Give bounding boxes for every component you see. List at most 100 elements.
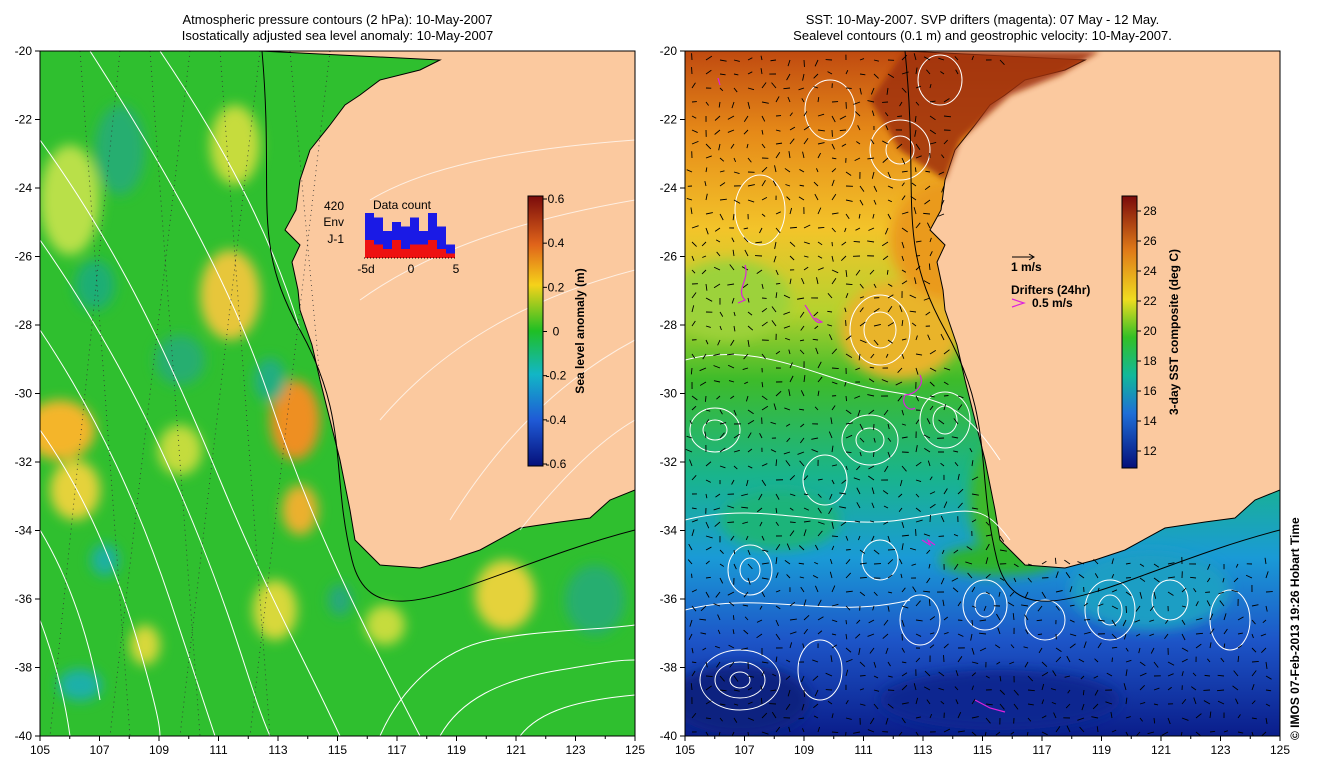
velocity-vector — [687, 559, 693, 565]
velocity-vector — [759, 605, 763, 610]
velocity-vector — [789, 521, 796, 524]
velocity-vector — [1209, 711, 1212, 719]
velocity-vector — [771, 320, 777, 327]
left-xtick-label: 111 — [209, 743, 228, 757]
velocity-vector — [1027, 717, 1032, 722]
velocity-vector — [733, 549, 736, 555]
velocity-vector — [716, 661, 721, 668]
velocity-vector — [859, 339, 867, 344]
velocity-vector — [887, 339, 893, 344]
velocity-vector — [941, 185, 945, 193]
velocity-vector — [814, 561, 819, 565]
velocity-vector — [845, 700, 849, 705]
velocity-vector — [797, 297, 805, 300]
velocity-vector — [1207, 658, 1211, 663]
velocity-vector — [942, 599, 945, 607]
velocity-vector — [688, 633, 693, 641]
velocity-vector — [727, 283, 735, 286]
velocity-vector — [869, 269, 875, 275]
left-ytick-label: -26 — [15, 250, 33, 264]
velocity-vector — [938, 213, 945, 217]
velocity-vector — [926, 418, 931, 425]
velocity-vector — [840, 521, 847, 527]
velocity-vector — [883, 505, 889, 509]
velocity-vector — [966, 546, 973, 551]
velocity-vector — [899, 305, 903, 313]
velocity-vector — [831, 367, 839, 370]
velocity-vector — [817, 207, 822, 215]
velocity-vector — [845, 451, 852, 454]
velocity-vector — [1097, 603, 1104, 607]
velocity-vector — [717, 629, 721, 635]
velocity-vector — [887, 605, 890, 612]
velocity-vector — [929, 115, 936, 121]
velocity-vector — [803, 266, 809, 271]
velocity-vector — [871, 171, 875, 179]
velocity-vector — [743, 115, 749, 122]
velocity-vector — [714, 129, 721, 135]
velocity-vector — [831, 227, 836, 233]
velocity-vector — [1027, 577, 1032, 583]
velocity-vector — [713, 266, 721, 271]
velocity-vector — [1265, 571, 1269, 579]
velocity-vector — [742, 283, 749, 288]
velocity-vector — [828, 507, 833, 515]
velocity-vector — [761, 577, 769, 580]
velocity-vector — [705, 409, 711, 412]
drifter-legend-arrow — [1011, 298, 1026, 308]
velocity-vector — [827, 700, 833, 705]
velocity-vector — [929, 100, 936, 103]
velocity-vector — [717, 339, 721, 346]
velocity-vector — [772, 673, 777, 677]
velocity-vector — [1123, 683, 1127, 691]
velocity-vector — [788, 726, 791, 733]
velocity-vector — [786, 659, 791, 663]
data-count-inset: 420 Env J-1 Data count -5d 0 5 — [323, 198, 459, 276]
velocity-vector — [845, 717, 852, 720]
velocity-vector — [733, 325, 736, 332]
velocity-vector — [887, 185, 894, 189]
velocity-vector — [873, 339, 879, 346]
sst-cb-tick-label: 24 — [1143, 264, 1157, 278]
velocity-vector — [811, 449, 819, 453]
velocity-vector — [830, 417, 833, 425]
velocity-vector — [829, 558, 833, 565]
velocity-vector — [887, 675, 893, 678]
velocity-vector — [859, 321, 866, 327]
velocity-vector — [1013, 577, 1017, 583]
velocity-vector — [789, 138, 795, 145]
velocity-vector — [775, 507, 778, 514]
velocity-vector — [839, 115, 847, 120]
velocity-vector — [813, 73, 819, 79]
velocity-vector — [957, 712, 962, 719]
velocity-vector — [690, 683, 693, 691]
velocity-vector — [971, 647, 975, 655]
velocity-vector — [1024, 614, 1029, 621]
velocity-vector — [1069, 619, 1075, 623]
velocity-vector — [1193, 697, 1197, 705]
left-xtick-label: 105 — [30, 743, 50, 757]
velocity-vector — [871, 110, 875, 117]
velocity-vector — [1237, 632, 1243, 635]
velocity-vector — [845, 633, 848, 640]
velocity-vector — [761, 115, 766, 122]
velocity-vector — [789, 631, 797, 635]
velocity-vector — [899, 479, 903, 487]
velocity-vector — [1092, 703, 1099, 710]
velocity-vector — [817, 361, 822, 369]
velocity-vector — [831, 644, 838, 649]
velocity-vector — [831, 479, 835, 485]
velocity-vector — [831, 521, 834, 529]
velocity-vector — [691, 129, 698, 133]
velocity-vector — [943, 139, 948, 145]
velocity-vector — [802, 643, 805, 649]
left-xtick-label: 121 — [506, 743, 526, 757]
velocity-vector — [868, 378, 875, 383]
velocity-vector — [957, 656, 963, 663]
velocity-vector — [1038, 647, 1043, 654]
velocity-vector — [747, 731, 749, 736]
velocity-vector — [730, 395, 735, 399]
velocity-vector — [741, 506, 749, 509]
velocity-vector — [705, 685, 712, 691]
velocity-vector — [718, 143, 721, 151]
